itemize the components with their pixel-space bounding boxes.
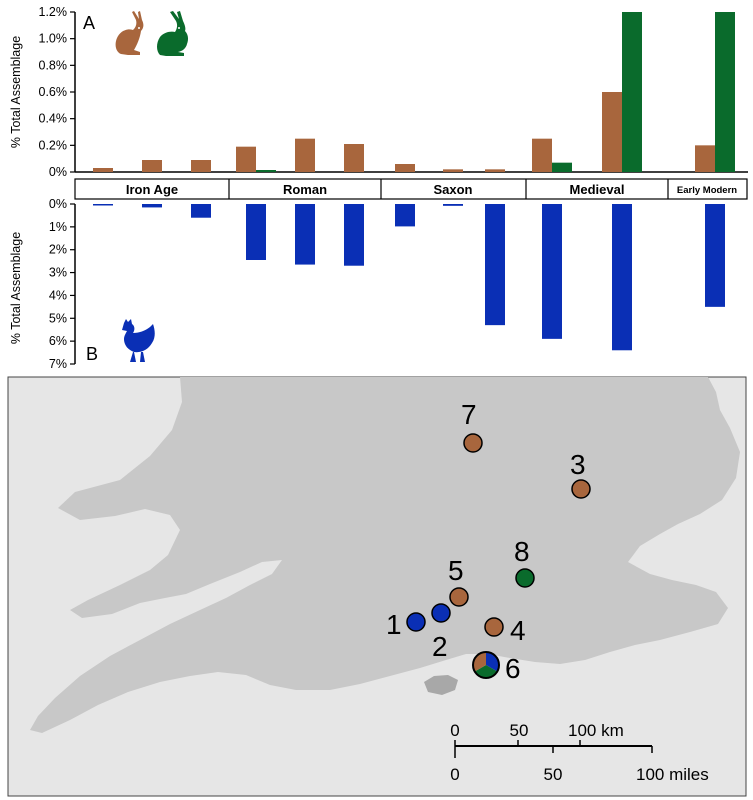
site-marker-dot [484,617,504,637]
hare-bar [485,169,505,172]
site-marker-4: 4 [484,615,526,646]
hare-icon [115,11,144,55]
panel-b-y-tick-label: 4% [49,288,67,302]
scale-bar: 0 50 100 km 0 50 100 miles [450,721,709,784]
chicken-bar [142,204,162,208]
hare-bar [142,160,162,172]
site-marker-2: 2 [431,603,451,662]
chicken-bar [705,204,725,307]
panel-a-y-tick-label: 1.2% [39,5,68,19]
site-marker-dot [463,433,483,453]
panel-b-chart: 0% 1% 2% 3% 4% 5% 6% 7% B % Total Assemblage [9,197,725,371]
chicken-icon [122,319,155,362]
rabbit-bar [552,162,572,172]
panel-a-y-tick-label: 0.6% [39,85,68,99]
site-marker-6: 6 [472,651,521,684]
panel-a-y-tick-label: 1.0% [39,32,68,46]
hare-bar [344,144,364,172]
hare-bar [236,146,256,172]
site-marker-8: 8 [514,536,535,588]
hare-bar [295,138,315,172]
period-strip-frame [74,178,748,200]
site-marker-ring [472,651,500,679]
panel-b-y-tick-label: 3% [49,266,67,280]
hare-bar [443,169,463,172]
scale-mi-0: 0 [450,765,459,784]
period-label-saxon: Saxon [433,182,472,197]
hare-bar [191,160,211,172]
chicken-bar [542,204,562,339]
hare-bar [532,138,552,172]
site-marker-slice [474,665,498,678]
scale-mi-100: 100 miles [636,765,709,784]
panel-b-y-tick-label: 2% [49,243,67,257]
chicken-bar [246,204,266,260]
period-strip: Iron Age Roman Saxon Medieval Early Mode… [74,178,748,200]
panel-a-y-tick-label: 0.2% [39,138,68,152]
site-label-3: 3 [570,449,586,480]
site-marker-5: 5 [448,555,469,607]
scale-km-50: 50 [510,721,529,740]
land-mass [30,377,740,733]
site-marker-3: 3 [570,449,591,499]
site-marker-dot [431,603,451,623]
period-label-medieval: Medieval [570,182,625,197]
chicken-bar [344,204,364,266]
chicken-bar [191,204,211,218]
chicken-bar [93,204,113,206]
panel-b-y-tick-label: 1% [49,220,67,234]
rabbit-bar [256,170,276,172]
site-label-6: 6 [505,653,521,684]
site-marker-1: 1 [386,609,426,640]
chicken-bar [395,204,415,227]
rabbit-bar [622,12,642,172]
site-marker-dot [571,479,591,499]
panel-a-y-label: % Total Assemblage [9,36,23,148]
hare-bar [602,92,622,172]
site-label-2: 2 [432,631,448,662]
hare-bar [695,145,715,172]
panel-a-y-tick-label: 0.8% [39,58,68,72]
hare-bar [395,164,415,172]
period-label-roman: Roman [283,182,327,197]
chicken-bar [612,204,632,351]
scale-km-100: 100 km [568,721,624,740]
site-marker-dot [449,587,469,607]
rabbit-icon [157,11,189,56]
site-label-4: 4 [510,615,526,646]
site-marker-7: 7 [461,399,483,453]
panel-a-chart: 0% 0.2% 0.4% 0.6% 0.8% 1.0% 1.2% A % Total Ass… [9,5,748,179]
panel-b-y-tick-label: 5% [49,311,67,325]
rabbit-bar [715,12,735,172]
period-label-iron-age: Iron Age [126,182,178,197]
isle-of-wight [424,675,458,695]
site-marker-dot [515,568,535,588]
panel-a-y-tick-label: 0% [49,165,67,179]
panel-b-y-label: % Total Assemblage [9,232,23,344]
site-label-1: 1 [386,609,402,640]
hare-bar [93,168,113,172]
panel-b-y-tick-label: 6% [49,334,67,348]
panel-b-y-tick-label: 0% [49,197,67,211]
chicken-bar [443,204,463,206]
scale-mi-50: 50 [544,765,563,784]
site-label-8: 8 [514,536,530,567]
site-label-7: 7 [461,399,477,430]
chicken-bar [485,204,505,326]
site-label-5: 5 [448,555,464,586]
chicken-bar [295,204,315,265]
site-marker-dot [406,612,426,632]
panel-b-label: B [86,344,98,364]
scale-km-0: 0 [450,721,459,740]
map-panel: 12 3 4 5 6 7 8 0 50 100 km 0 50 100 miles [7,376,747,797]
panel-a-label: A [83,13,95,33]
panel-b-y-tick-label: 7% [49,357,67,371]
panel-a-y-tick-label: 0.4% [39,112,68,126]
period-label-early-modern: Early Modern [677,185,737,196]
